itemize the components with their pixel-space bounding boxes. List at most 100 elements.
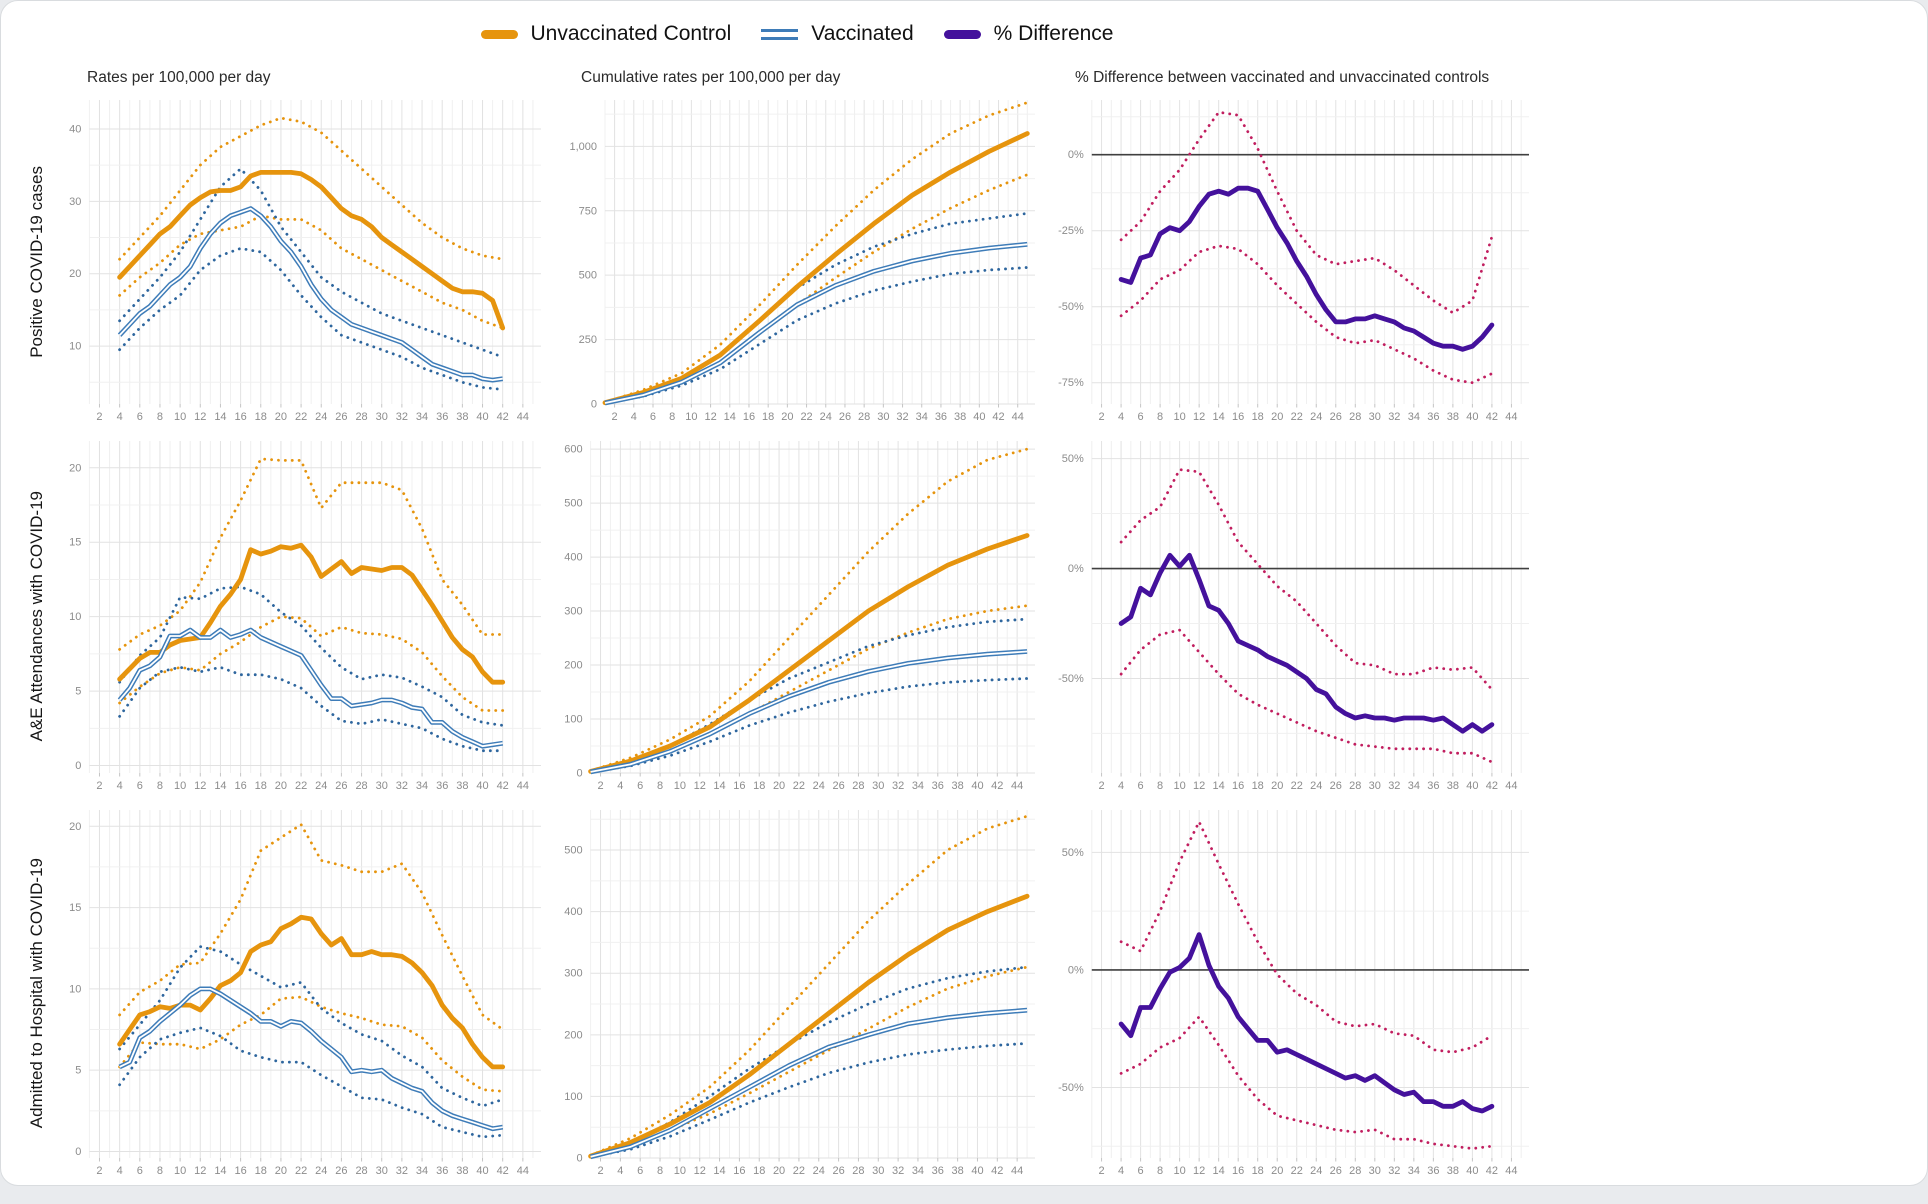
- svg-text:42: 42: [497, 411, 509, 423]
- chart-ae-attendances-rates: 2 4 6 8 10 12 14 16 18 20 22 24 26 28 30 32 34 36 38 40 42 44…: [57, 432, 551, 801]
- svg-text:26: 26: [832, 1165, 844, 1177]
- svg-text:34: 34: [416, 1165, 428, 1177]
- svg-text:10: 10: [674, 1165, 686, 1177]
- svg-text:34: 34: [1408, 411, 1420, 423]
- svg-text:4: 4: [1118, 1165, 1124, 1177]
- svg-text:100: 100: [564, 714, 582, 726]
- svg-text:4: 4: [1118, 780, 1124, 792]
- svg-text:34: 34: [912, 780, 924, 792]
- svg-text:2: 2: [96, 1165, 102, 1177]
- svg-text:40: 40: [1466, 411, 1478, 423]
- svg-text:18: 18: [255, 411, 267, 423]
- svg-text:40: 40: [1466, 1165, 1478, 1177]
- svg-text:40: 40: [69, 123, 81, 135]
- svg-text:400: 400: [564, 906, 582, 918]
- column-title-rates: Rates per 100,000 per day: [87, 69, 271, 86]
- svg-text:22: 22: [295, 1165, 307, 1177]
- svg-text:8: 8: [157, 411, 163, 423]
- svg-text:26: 26: [1330, 411, 1342, 423]
- svg-text:12: 12: [694, 780, 706, 792]
- svg-text:34: 34: [416, 411, 428, 423]
- svg-text:32: 32: [892, 1165, 904, 1177]
- svg-text:38: 38: [456, 1165, 468, 1177]
- svg-text:14: 14: [214, 411, 226, 423]
- svg-text:250: 250: [579, 334, 597, 346]
- chart-ae-attendances-pct-difference: 2 4 6 8 10 12 14 16 18 20 22 24 26 28 30 32 34 36 38 40 42 44…: [1045, 432, 1539, 801]
- svg-text:32: 32: [1388, 780, 1400, 792]
- svg-text:28: 28: [355, 780, 367, 792]
- svg-text:28: 28: [1349, 411, 1361, 423]
- svg-text:12: 12: [194, 1165, 206, 1177]
- svg-text:30: 30: [69, 196, 81, 208]
- svg-text:15: 15: [69, 902, 81, 914]
- svg-text:4: 4: [1118, 411, 1124, 423]
- svg-text:10: 10: [685, 411, 697, 423]
- svg-text:36: 36: [1427, 780, 1439, 792]
- svg-text:40: 40: [476, 1165, 488, 1177]
- vaccinated-line-swatch-icon: [761, 28, 799, 40]
- svg-text:42: 42: [497, 1165, 509, 1177]
- svg-text:42: 42: [992, 411, 1004, 423]
- pct-difference-line-swatch-icon: [943, 29, 981, 39]
- svg-text:32: 32: [1388, 411, 1400, 423]
- svg-text:14: 14: [713, 1165, 725, 1177]
- svg-text:20: 20: [1271, 411, 1283, 423]
- svg-text:44: 44: [517, 411, 529, 423]
- svg-text:26: 26: [832, 780, 844, 792]
- svg-text:42: 42: [497, 780, 509, 792]
- svg-text:10: 10: [174, 780, 186, 792]
- svg-text:8: 8: [157, 1165, 163, 1177]
- svg-text:44: 44: [517, 780, 529, 792]
- svg-text:6: 6: [1138, 411, 1144, 423]
- svg-text:18: 18: [1252, 780, 1264, 792]
- svg-text:22: 22: [1291, 411, 1303, 423]
- svg-text:16: 16: [234, 1165, 246, 1177]
- svg-text:22: 22: [1291, 780, 1303, 792]
- svg-text:18: 18: [753, 780, 765, 792]
- svg-text:4: 4: [117, 411, 123, 423]
- svg-text:24: 24: [813, 780, 825, 792]
- svg-text:30: 30: [872, 780, 884, 792]
- svg-text:26: 26: [839, 411, 851, 423]
- svg-text:6: 6: [1138, 1165, 1144, 1177]
- svg-text:26: 26: [335, 411, 347, 423]
- svg-text:44: 44: [1011, 780, 1023, 792]
- svg-text:26: 26: [335, 780, 347, 792]
- svg-text:20: 20: [1271, 1165, 1283, 1177]
- svg-text:50%: 50%: [1062, 847, 1084, 859]
- svg-text:14: 14: [713, 780, 725, 792]
- svg-text:50%: 50%: [1062, 453, 1084, 465]
- svg-text:500: 500: [564, 498, 582, 510]
- svg-text:16: 16: [234, 780, 246, 792]
- svg-text:2: 2: [1098, 411, 1104, 423]
- svg-text:18: 18: [255, 780, 267, 792]
- svg-text:32: 32: [396, 780, 408, 792]
- svg-text:32: 32: [1388, 1165, 1400, 1177]
- svg-text:200: 200: [564, 660, 582, 672]
- svg-text:12: 12: [704, 411, 716, 423]
- chart-ae-attendances-cumulative: 2 4 6 8 10 12 14 16 18 20 22 24 26 28 30 32 34 36 38 40 42 44…: [551, 432, 1045, 801]
- svg-text:0: 0: [75, 1146, 81, 1158]
- svg-text:4: 4: [617, 1165, 623, 1177]
- legend-label-unvaccinated: Unvaccinated Control: [530, 22, 732, 45]
- svg-text:6: 6: [637, 1165, 643, 1177]
- svg-text:10: 10: [1174, 780, 1186, 792]
- svg-text:36: 36: [436, 780, 448, 792]
- svg-text:12: 12: [694, 1165, 706, 1177]
- svg-text:30: 30: [1369, 1165, 1381, 1177]
- svg-text:22: 22: [793, 1165, 805, 1177]
- chart-hospital-admissions-cumulative: 2 4 6 8 10 12 14 16 18 20 22 24 26 28 30 32 34 36 38 40 42 44…: [551, 801, 1045, 1185]
- svg-text:42: 42: [991, 1165, 1003, 1177]
- svg-text:44: 44: [1505, 780, 1517, 792]
- svg-text:24: 24: [315, 411, 327, 423]
- svg-text:38: 38: [1447, 411, 1459, 423]
- svg-text:18: 18: [1252, 411, 1264, 423]
- svg-text:22: 22: [295, 780, 307, 792]
- svg-text:15: 15: [69, 537, 81, 549]
- column-title-pct-difference: % Difference between vaccinated and unva…: [1075, 69, 1490, 86]
- svg-text:18: 18: [255, 1165, 267, 1177]
- legend-item-unvaccinated: Unvaccinated Control: [480, 22, 732, 46]
- svg-text:24: 24: [820, 411, 832, 423]
